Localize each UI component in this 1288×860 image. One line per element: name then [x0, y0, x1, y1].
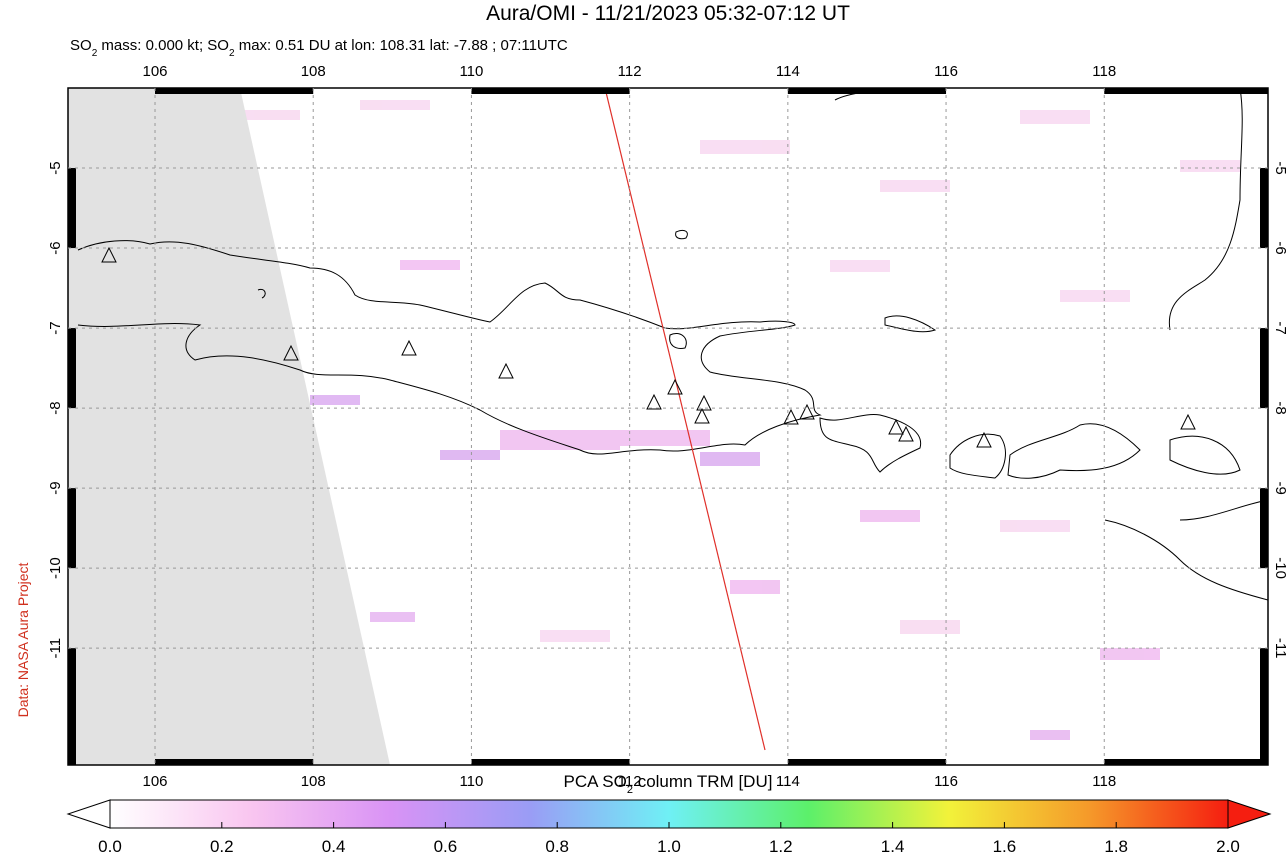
frame-stripe: [68, 648, 76, 765]
frame-stripe: [1260, 328, 1268, 409]
frame-stripe: [68, 328, 76, 409]
y-tick-label: -10: [47, 557, 64, 579]
colorbar-tick-label: 0.8: [545, 837, 569, 855]
swath-pixels: [240, 100, 1240, 740]
frame-stripe: [155, 759, 314, 765]
colorbar-label-part: column TRM [DU]: [633, 772, 773, 791]
y-tick-label: -7: [1272, 321, 1288, 334]
colorbar-tick-label: 0.6: [434, 837, 458, 855]
y-tick-label: -11: [1272, 638, 1288, 659]
x-tick-label: 110: [459, 63, 483, 80]
x-tick-label: 118: [1092, 63, 1116, 80]
y-tick-label: -7: [47, 321, 64, 334]
colorbar-tick-label: 1.6: [993, 837, 1017, 855]
frame-stripe: [471, 759, 630, 765]
frame-stripe: [1260, 648, 1268, 765]
subtitle-part: mass: 0.000 kt; SO: [97, 37, 229, 54]
subtitle: SO2 mass: 0.000 kt; SO2 max: 0.51 DU at …: [70, 37, 568, 59]
frame-stripe: [68, 168, 76, 249]
x-tick-label: 112: [618, 773, 642, 790]
subtitle-part: max: 0.51 DU at lon: 108.31 lat: -7.88 ;…: [235, 37, 568, 54]
frame-stripe: [471, 88, 630, 94]
frame-stripe: [1104, 759, 1268, 765]
x-tick-label: 116: [934, 773, 958, 790]
colorbar-under: [66, 799, 111, 829]
x-tick-label: 108: [301, 773, 326, 790]
no-data-region: [68, 88, 390, 765]
colorbar-ticks: 0.0 0.2 0.4 0.6 0.8 1.0 1.2 1.4 1.6 1.8 2.0: [98, 822, 1240, 856]
colorbar-tick-label: 2.0: [1216, 837, 1240, 855]
x-tick-label: 106: [142, 773, 167, 790]
y-tick-label: -11: [47, 638, 64, 659]
subtitle-sub: 2: [229, 48, 235, 59]
colorbar-tick-label: 0.2: [210, 837, 234, 855]
y-tick-label: -8: [1272, 401, 1288, 414]
colorbar-label: PCA SO2 column TRM [DU]: [564, 772, 773, 796]
frame-stripe: [155, 88, 314, 94]
frame-stripe: [68, 488, 76, 569]
colorbar-tick-label: 0.4: [322, 837, 346, 855]
y-tick-label: -6: [47, 241, 64, 254]
y-tick-label: -8: [47, 401, 64, 414]
y-tick-label: -6: [1272, 241, 1288, 254]
x-tick-label: 106: [142, 63, 167, 80]
y-tick-label: -5: [1272, 161, 1288, 174]
x-tick-label: 114: [776, 773, 800, 790]
colorbar-tick-label: 1.8: [1104, 837, 1128, 855]
map-area: [68, 88, 1268, 765]
subtitle-part: SO: [70, 37, 92, 54]
y-tick-label: -9: [1272, 481, 1288, 494]
title: Aura/OMI - 11/21/2023 05:32-07:12 UT: [486, 2, 850, 25]
y-tick-label: -10: [1272, 557, 1288, 579]
x-tick-label: 112: [618, 63, 642, 80]
x-tick-label: 118: [1092, 773, 1116, 790]
colorbar-label-part: PCA SO: [564, 772, 627, 791]
colorbar-tick-label: 1.0: [657, 837, 681, 855]
frame-stripe: [787, 759, 947, 765]
y-tick-label: -9: [47, 481, 64, 494]
colorbar-tick-label: 0.0: [98, 837, 122, 855]
frame-stripe: [787, 88, 947, 94]
y-tick-label: -5: [47, 161, 64, 174]
frame-stripe: [1260, 168, 1268, 249]
map-frame: [67, 87, 1269, 766]
colorbar-label-sub: 2: [627, 784, 633, 796]
x-tick-label: 108: [301, 63, 326, 80]
subtitle-sub: 2: [92, 48, 98, 59]
frame-stripe: [1104, 88, 1268, 94]
x-tick-label: 110: [459, 773, 483, 790]
volcanoes: [101, 246, 1196, 448]
orbit-track: [604, 88, 766, 751]
colorbar-tick-label: 1.2: [769, 837, 793, 855]
map-axes: 106 106 108 108 110 110 112 112 114 114 116 116 118 1…: [47, 63, 1288, 790]
frame-stripe: [1260, 488, 1268, 569]
credit: Data: NASA Aura Project: [15, 562, 31, 717]
coastlines: [77, 88, 1268, 601]
colorbar-tick-label: 1.4: [881, 837, 905, 855]
x-tick-label: 116: [934, 63, 958, 80]
colorbar-over: [1227, 799, 1272, 829]
x-tick-label: 114: [776, 63, 800, 80]
